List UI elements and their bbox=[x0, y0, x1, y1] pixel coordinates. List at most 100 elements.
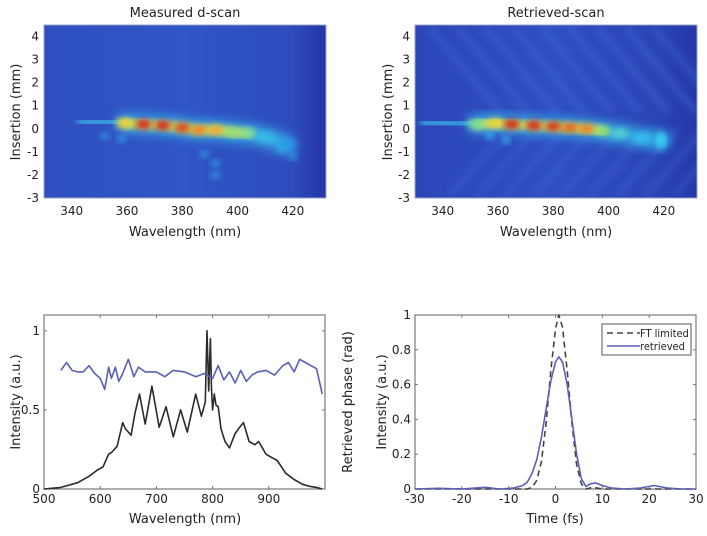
ytick-label: 1 bbox=[31, 99, 39, 113]
xtick-label: 20 bbox=[642, 492, 657, 506]
fringe bbox=[427, 25, 503, 115]
measured-xlabel: Wavelength (nm) bbox=[129, 225, 241, 240]
ytick-label: 0.8 bbox=[392, 343, 411, 357]
temporal-panel: -30 -20 -10 0 10 20 30 0 0.2 0.4 0.6 0.8 1 Time (fs)… bbox=[375, 308, 704, 527]
legend-label-retrieved: retrieved bbox=[640, 340, 685, 353]
xtick-label: -20 bbox=[452, 492, 472, 506]
faint-spot-1 bbox=[502, 137, 511, 144]
hotspot-5 bbox=[561, 123, 578, 133]
hotspot-2 bbox=[154, 120, 171, 130]
retrieved-heatmap-frame bbox=[414, 24, 698, 199]
trace-tail bbox=[420, 119, 476, 127]
hotspot-1 bbox=[135, 119, 152, 129]
ytick-label: 4 bbox=[402, 30, 410, 44]
ytick-label: 1 bbox=[403, 308, 411, 322]
xtick-label: 700 bbox=[145, 492, 168, 506]
xtick-label: 600 bbox=[89, 492, 112, 506]
xtick-label: 800 bbox=[201, 492, 224, 506]
faint-streak-4 bbox=[210, 171, 221, 178]
fringe bbox=[595, 25, 671, 115]
xtick-label: 420 bbox=[281, 204, 304, 218]
fringe bbox=[643, 132, 697, 198]
fringe bbox=[475, 125, 541, 198]
fringe bbox=[539, 25, 615, 115]
ytick-label: 0.6 bbox=[392, 378, 411, 392]
retrieved-title: Retrieved-scan bbox=[507, 6, 604, 21]
isolated-spot bbox=[657, 131, 666, 150]
fringe bbox=[651, 25, 697, 86]
measured-heatmap-background bbox=[44, 25, 326, 198]
xtick-label: 900 bbox=[257, 492, 280, 506]
ytick-label: 0 bbox=[402, 122, 410, 136]
legend-box bbox=[601, 323, 692, 356]
ytick-label: 1 bbox=[32, 324, 40, 338]
hotspot-7 bbox=[240, 128, 257, 138]
hotspot-7 bbox=[595, 126, 611, 136]
ytick-label: -1 bbox=[27, 145, 39, 159]
xtick-label: 500 bbox=[33, 492, 56, 506]
ytick-label: 0 bbox=[403, 482, 411, 496]
ytick-label: -2 bbox=[27, 168, 39, 182]
xtick-label: 360 bbox=[115, 204, 138, 218]
measured-heatmap bbox=[44, 25, 326, 198]
hotspot-0 bbox=[116, 118, 133, 128]
ytick-label: 0 bbox=[31, 122, 39, 136]
measured-ylabel: Insertion (mm) bbox=[9, 64, 24, 161]
ytick-label: 1 bbox=[402, 99, 410, 113]
ytick-label: 0.5 bbox=[21, 403, 40, 417]
faint-streak-6 bbox=[287, 153, 298, 160]
faint-streak-0 bbox=[99, 132, 110, 139]
faint-streak-5 bbox=[276, 146, 287, 153]
spectrum-xlabel: Wavelength (nm) bbox=[129, 512, 241, 527]
legend-label-ft-limited: FT limited bbox=[640, 327, 689, 340]
xtick-label: 400 bbox=[226, 204, 249, 218]
faint-spot-0 bbox=[485, 132, 494, 139]
temporal-xlabel: Time (fs) bbox=[525, 512, 583, 527]
ytick-label: 4 bbox=[31, 30, 39, 44]
hotspot-8 bbox=[611, 128, 628, 138]
ytick-label: -1 bbox=[398, 145, 410, 159]
xtick-label: -30 bbox=[405, 492, 425, 506]
hotspot-3 bbox=[174, 123, 191, 133]
series-retrieved-phase bbox=[60, 358, 323, 395]
fringe bbox=[447, 125, 513, 198]
hotspot-2 bbox=[503, 119, 520, 129]
retrieved-ylabel: Insertion (mm) bbox=[381, 64, 396, 161]
fringe bbox=[671, 164, 697, 198]
ytick-label: -3 bbox=[27, 191, 39, 205]
xtick-label: 30 bbox=[688, 492, 703, 506]
hotspot-6 bbox=[224, 127, 240, 137]
xtick-label: 340 bbox=[60, 204, 83, 218]
spectrum-ylabel-right: Retrieved phase (rad) bbox=[341, 331, 356, 473]
fringe bbox=[623, 25, 697, 115]
ytick-label: 0.4 bbox=[392, 412, 411, 426]
hotspot-5 bbox=[207, 125, 224, 135]
ytick-label: 0.2 bbox=[392, 447, 411, 461]
series-spectrum bbox=[43, 329, 323, 490]
hotspot-0 bbox=[467, 119, 484, 129]
fringe bbox=[483, 25, 559, 115]
measured-heatmap-frame bbox=[43, 24, 327, 199]
spectrum-frame bbox=[43, 314, 326, 490]
spectrum-panel: 500 600 700 800 900 0 0.5 1 Wavelength (nm) Int… bbox=[9, 314, 356, 527]
xtick-label: 0 bbox=[552, 492, 560, 506]
fringe bbox=[455, 25, 531, 115]
xtick-label: 10 bbox=[595, 492, 610, 506]
hotspot-6 bbox=[578, 124, 595, 134]
fringe bbox=[531, 125, 597, 198]
hotspot-1 bbox=[487, 118, 504, 128]
ytick-label: -3 bbox=[398, 191, 410, 205]
xtick-label: 420 bbox=[652, 204, 675, 218]
hotspot-3 bbox=[525, 120, 542, 130]
ytick-label: 2 bbox=[31, 76, 39, 90]
retrieved-heatmap bbox=[415, 25, 697, 198]
retrieved-xlabel: Wavelength (nm) bbox=[500, 225, 612, 240]
temporal-legend: FT limited retrieved bbox=[601, 323, 692, 356]
faint-streak-1 bbox=[116, 136, 127, 143]
xtick-label: 340 bbox=[431, 204, 454, 218]
fringe bbox=[511, 25, 587, 115]
fringe bbox=[567, 25, 643, 115]
ytick-label: 3 bbox=[402, 53, 410, 67]
retrieved-scan-panel: Retrieved-scan 340 360 380 400 420 -3 -2 -1 0 1 2… bbox=[381, 6, 698, 240]
measured-dscan-panel: Measured d-scan 340 360 380 400 420 -3 -2 -1 0 1… bbox=[9, 6, 327, 240]
